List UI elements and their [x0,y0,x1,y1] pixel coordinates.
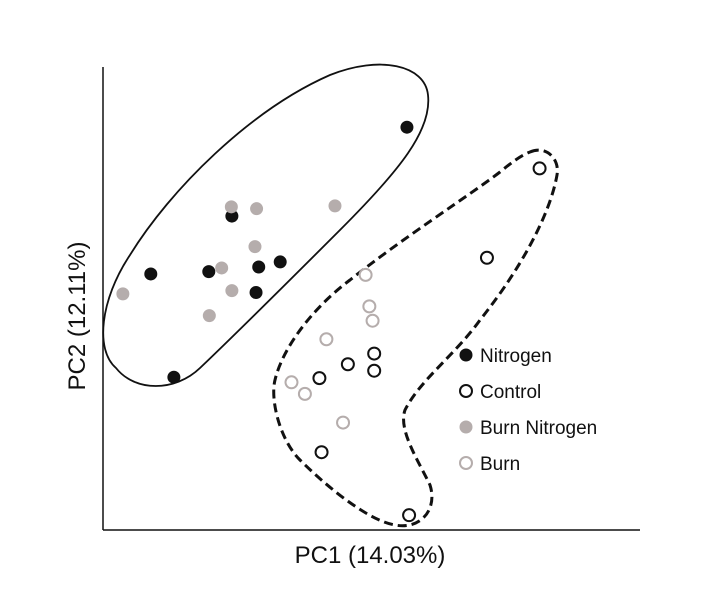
point-burn-nitrogen-8 [202,309,216,323]
point-control-3 [367,346,382,361]
point-burn-2 [362,299,377,314]
legend-marker-burn [459,456,473,470]
point-nitrogen-6 [249,285,263,299]
legend-label-burn-nitrogen: Burn Nitrogen [480,418,597,439]
y-axis-label: PC2 (12.11%) [64,242,91,391]
legend: Nitrogen Control Burn Nitrogen Burn [459,346,597,475]
point-control-1 [532,161,547,176]
point-burn-5 [284,375,299,390]
point-burn-nitrogen-5 [215,261,229,275]
point-control-5 [367,363,382,378]
point-burn-nitrogen-4 [248,240,262,254]
point-nitrogen-8 [167,370,181,384]
x-axis-label: PC1 (14.03%) [295,542,446,569]
legend-label-burn: Burn [480,454,520,475]
legend-marker-control [459,384,473,398]
point-burn-4 [319,332,334,347]
point-nitrogen-5 [252,260,266,274]
point-burn-7 [336,415,351,430]
point-burn-nitrogen-1 [224,200,238,214]
point-burn-6 [297,386,312,401]
nitrogen-cluster-outline [102,63,430,387]
point-control-8 [402,508,417,523]
point-nitrogen-4 [202,265,216,279]
control-cluster-outline [272,148,559,528]
point-burn-1 [358,267,373,282]
point-burn-nitrogen-7 [116,287,130,301]
cluster-enclosures [102,63,559,528]
legend-marker-burn-nitrogen [459,420,473,434]
point-control-4 [340,357,355,372]
point-nitrogen-3 [273,255,287,269]
point-nitrogen-7 [144,267,158,281]
point-burn-nitrogen-6 [225,284,239,298]
point-burn-nitrogen-2 [250,202,264,216]
point-burn-nitrogen-3 [328,199,342,213]
legend-label-control: Control [480,382,541,403]
point-burn-3 [365,313,380,328]
point-control-6 [312,371,327,386]
point-nitrogen-1 [400,120,414,134]
point-control-7 [314,445,329,460]
data-points [116,120,547,523]
point-control-2 [479,250,494,265]
legend-marker-nitrogen [459,348,473,362]
legend-label-nitrogen: Nitrogen [480,346,552,367]
